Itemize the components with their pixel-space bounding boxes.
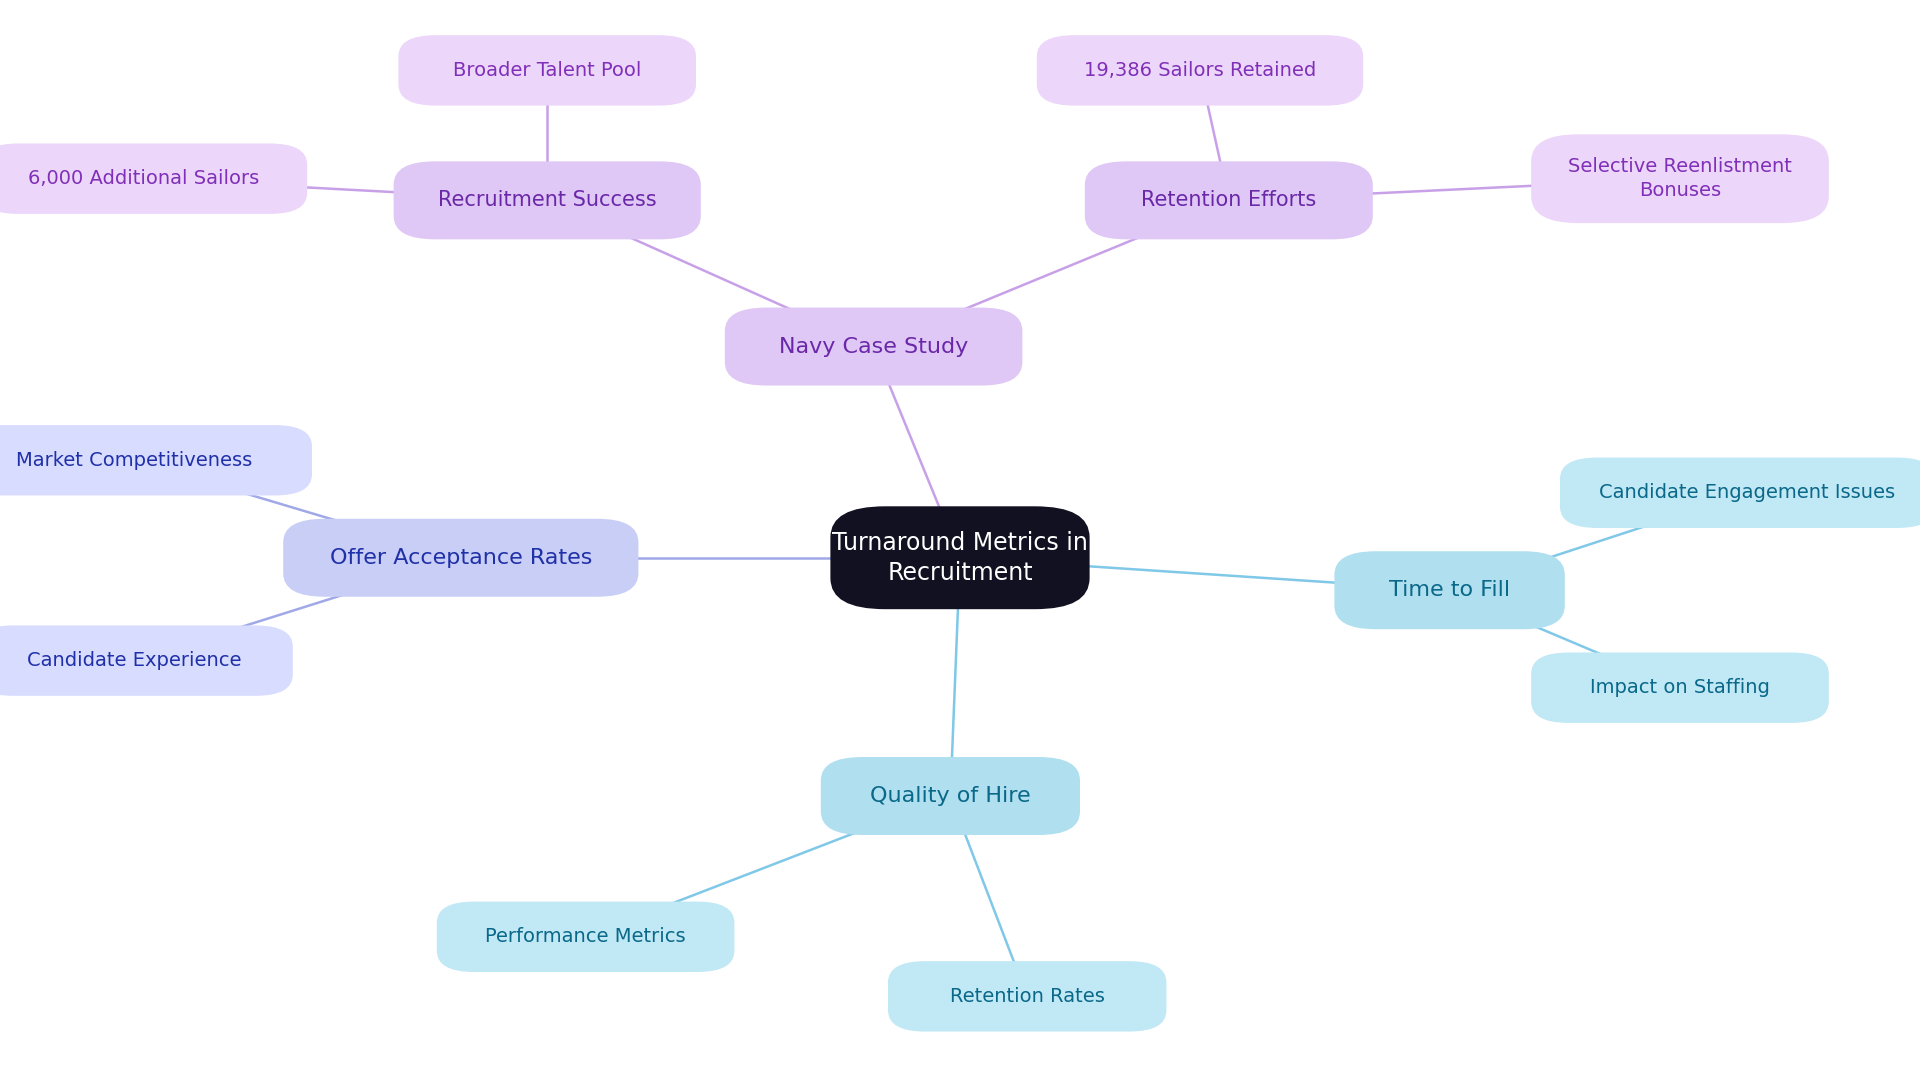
Text: Turnaround Metrics in
Recruitment: Turnaround Metrics in Recruitment xyxy=(831,531,1089,585)
Text: 19,386 Sailors Retained: 19,386 Sailors Retained xyxy=(1085,61,1315,80)
Text: Broader Talent Pool: Broader Talent Pool xyxy=(453,61,641,80)
Text: Offer Acceptance Rates: Offer Acceptance Rates xyxy=(330,548,591,567)
Text: Retention Efforts: Retention Efforts xyxy=(1140,191,1317,210)
Text: Candidate Experience: Candidate Experience xyxy=(27,651,242,670)
Text: Performance Metrics: Performance Metrics xyxy=(486,927,685,947)
FancyBboxPatch shape xyxy=(1037,35,1363,105)
FancyBboxPatch shape xyxy=(1532,134,1828,223)
FancyBboxPatch shape xyxy=(887,962,1167,1031)
Text: Quality of Hire: Quality of Hire xyxy=(870,786,1031,806)
FancyBboxPatch shape xyxy=(394,161,701,239)
Text: Navy Case Study: Navy Case Study xyxy=(780,337,968,356)
FancyBboxPatch shape xyxy=(284,519,637,597)
FancyBboxPatch shape xyxy=(1559,457,1920,529)
Text: Recruitment Success: Recruitment Success xyxy=(438,191,657,210)
Text: 6,000 Additional Sailors: 6,000 Additional Sailors xyxy=(29,169,259,188)
FancyBboxPatch shape xyxy=(1334,551,1565,629)
FancyBboxPatch shape xyxy=(1085,161,1373,239)
Text: Time to Fill: Time to Fill xyxy=(1388,580,1511,600)
FancyBboxPatch shape xyxy=(0,144,307,214)
FancyBboxPatch shape xyxy=(829,507,1089,609)
FancyBboxPatch shape xyxy=(397,35,695,105)
Text: Retention Rates: Retention Rates xyxy=(950,987,1104,1006)
FancyBboxPatch shape xyxy=(1532,652,1828,723)
Text: Selective Reenlistment
Bonuses: Selective Reenlistment Bonuses xyxy=(1569,157,1791,200)
Text: Candidate Engagement Issues: Candidate Engagement Issues xyxy=(1599,483,1895,503)
FancyBboxPatch shape xyxy=(436,901,733,973)
Text: Market Competitiveness: Market Competitiveness xyxy=(15,451,253,470)
FancyBboxPatch shape xyxy=(724,308,1021,386)
FancyBboxPatch shape xyxy=(822,757,1079,835)
Text: Impact on Staffing: Impact on Staffing xyxy=(1590,678,1770,697)
FancyBboxPatch shape xyxy=(0,625,294,695)
FancyBboxPatch shape xyxy=(0,426,311,496)
